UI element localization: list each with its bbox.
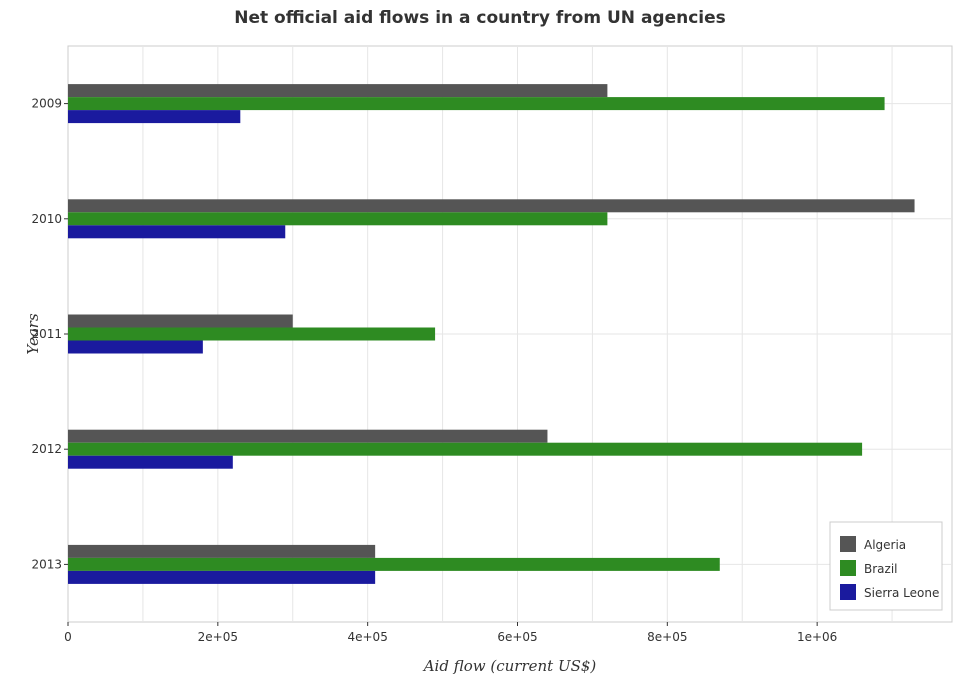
bar-brazil-2010	[68, 212, 608, 226]
bar-brazil-2011	[68, 327, 436, 341]
legend-label: Brazil	[864, 562, 898, 576]
legend: Algeria Brazil Sierra Leone	[829, 521, 943, 611]
bar-sierra-leone-2009	[68, 110, 241, 124]
bar-brazil-2012	[68, 442, 863, 456]
y-tick-label: 2013	[31, 557, 62, 571]
axes: 2009 2010 2011 2012 2013 0 2e+05 4e+05 6e+05 8e+0…	[24, 97, 837, 675]
legend-swatch	[840, 536, 856, 552]
bar-algeria-2011	[68, 314, 293, 328]
legend-swatch	[840, 560, 856, 576]
bar-sierra-leone-2011	[68, 340, 203, 354]
y-tick-label: 2011	[31, 327, 62, 341]
bars	[68, 84, 915, 584]
chart-title: Net official aid flows in a country from…	[234, 8, 726, 28]
x-tick-label: 4e+05	[347, 630, 387, 644]
y-tick-label: 2010	[31, 212, 62, 226]
y-axis-label: Years	[24, 313, 42, 355]
legend-label: Sierra Leone	[864, 586, 939, 600]
y-tick-label: 2012	[31, 442, 62, 456]
bar-algeria-2013	[68, 544, 376, 558]
x-tick-label: 2e+05	[198, 630, 238, 644]
x-tick-label: 1e+06	[797, 630, 837, 644]
x-tick-label: 0	[64, 630, 72, 644]
x-axis-label: Aid flow (current US$)	[422, 657, 597, 675]
bar-algeria-2010	[68, 199, 915, 213]
bar-brazil-2013	[68, 557, 720, 571]
x-tick-label: 6e+05	[497, 630, 537, 644]
bar-sierra-leone-2012	[68, 455, 233, 469]
x-tick-label: 8e+05	[647, 630, 687, 644]
legend-label: Algeria	[864, 538, 906, 552]
bar-brazil-2009	[68, 97, 885, 111]
legend-swatch	[840, 584, 856, 600]
bar-sierra-leone-2013	[68, 570, 376, 584]
bar-sierra-leone-2010	[68, 225, 286, 239]
bar-algeria-2012	[68, 429, 548, 443]
bar-algeria-2009	[68, 84, 608, 98]
y-tick-label: 2009	[31, 97, 62, 111]
